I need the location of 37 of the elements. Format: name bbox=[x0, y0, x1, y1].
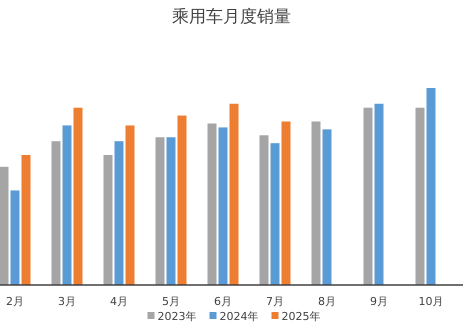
bar bbox=[74, 108, 82, 285]
bar bbox=[282, 121, 290, 285]
bar bbox=[416, 108, 424, 285]
legend-label: 2023年 bbox=[158, 310, 196, 323]
bar bbox=[126, 125, 134, 285]
bar bbox=[52, 141, 60, 285]
bar bbox=[178, 116, 186, 285]
x-tick-label: 4月 bbox=[110, 295, 128, 308]
bar bbox=[426, 88, 436, 285]
bar bbox=[10, 190, 20, 285]
legend-label: 2025年 bbox=[282, 310, 320, 323]
bar bbox=[156, 137, 164, 285]
x-tick-label: 8月 bbox=[318, 295, 336, 308]
bar bbox=[208, 123, 216, 285]
x-tick-label: 3月 bbox=[58, 295, 76, 308]
x-tick-label: 7月 bbox=[266, 295, 284, 308]
chart-title: 乘用车月度销量 bbox=[172, 7, 291, 27]
bar bbox=[230, 104, 238, 285]
bar bbox=[114, 141, 124, 285]
bar bbox=[104, 154, 112, 285]
bar bbox=[0, 166, 8, 285]
bar bbox=[260, 135, 268, 285]
x-tick-label: 5月 bbox=[162, 295, 180, 308]
bar bbox=[270, 143, 280, 285]
bar bbox=[312, 121, 320, 285]
bar bbox=[364, 108, 372, 285]
bar bbox=[166, 137, 176, 285]
x-tick-label: 2月 bbox=[6, 295, 24, 308]
bar bbox=[62, 125, 72, 285]
bar bbox=[218, 127, 228, 285]
legend-label: 2024年 bbox=[220, 310, 258, 323]
x-tick-label: 9月 bbox=[370, 295, 388, 308]
bar bbox=[22, 154, 30, 285]
x-tick-label: 6月 bbox=[214, 295, 232, 308]
bar bbox=[374, 104, 384, 285]
bar bbox=[322, 129, 332, 285]
x-tick-label: 10月 bbox=[418, 295, 444, 308]
